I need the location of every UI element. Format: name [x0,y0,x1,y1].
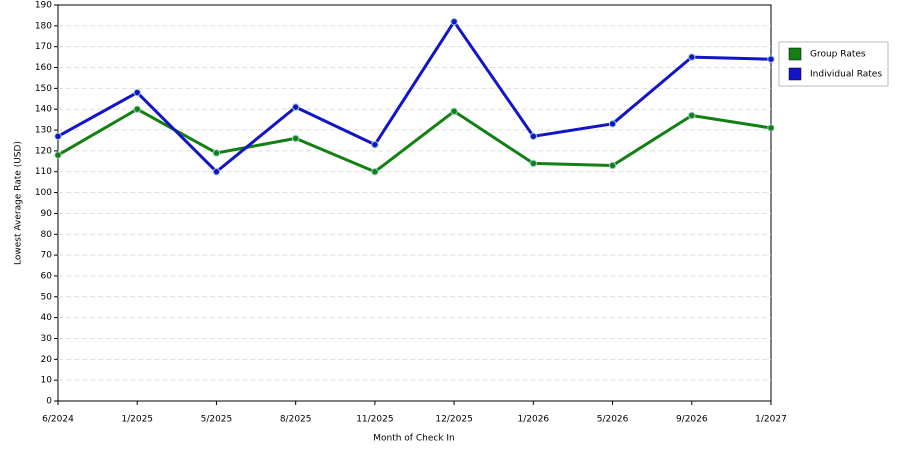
x-tick-label: 5/2025 [201,415,233,425]
y-tick-label: 10 [41,376,53,386]
y-tick-label: 190 [35,1,52,11]
data-point [767,124,775,132]
x-tick-label: 1/2026 [517,415,549,425]
y-tick-label: 30 [41,334,53,344]
data-point [291,103,300,111]
data-point [450,107,458,115]
data-point [608,161,617,170]
legend-label: Individual Rates [810,70,882,80]
y-tick-label: 180 [35,21,52,31]
y-tick-label: 110 [35,167,52,177]
y-tick-label: 90 [41,209,53,219]
data-point [133,88,141,97]
y-tick-label: 70 [41,251,53,261]
data-point [371,168,379,176]
y-axis-label: Lowest Average Rate (USD) [14,141,24,265]
y-tick-label: 50 [41,292,53,302]
data-point [212,168,221,176]
y-tick-label: 120 [35,146,52,156]
y-tick-label: 0 [46,397,52,407]
data-point [529,159,538,168]
plot-frame [57,4,772,402]
x-tick-label: 11/2025 [356,415,393,425]
x-tick-label: 5/2026 [597,415,629,425]
legend-swatch [788,67,802,81]
data-point [371,140,379,149]
data-point [767,55,775,63]
x-tick-label: 8/2025 [280,415,312,425]
data-point [608,120,617,128]
y-tick-label: 60 [41,271,53,281]
data-point [54,132,62,141]
series-line [57,20,772,174]
y-tick-label: 20 [41,355,53,365]
y-tick-label: 40 [41,313,53,323]
x-tick-label: 12/2025 [435,415,472,425]
data-point [688,53,696,61]
x-tick-label: 1/2027 [755,415,787,425]
y-tick-label: 100 [35,188,52,198]
y-tick-label: 80 [41,230,53,240]
y-tick-label: 170 [35,42,52,52]
data-point [529,132,538,141]
y-tick-label: 130 [35,126,52,136]
data-point [212,149,221,157]
x-axis-label: Month of Check In [373,434,455,444]
y-tick-label: 160 [35,63,52,73]
data-point [450,17,458,26]
data-point [291,134,300,143]
legend-label: Group Rates [810,50,866,60]
y-tick-label: 140 [35,105,52,115]
data-point [54,151,62,159]
x-tick-label: 1/2025 [121,415,153,425]
data-point [133,105,141,113]
x-tick-label: 6/2024 [42,415,74,425]
data-point [688,111,696,120]
legend-swatch [788,47,802,61]
x-tick-label: 9/2026 [676,415,708,425]
y-tick-label: 150 [35,84,52,94]
